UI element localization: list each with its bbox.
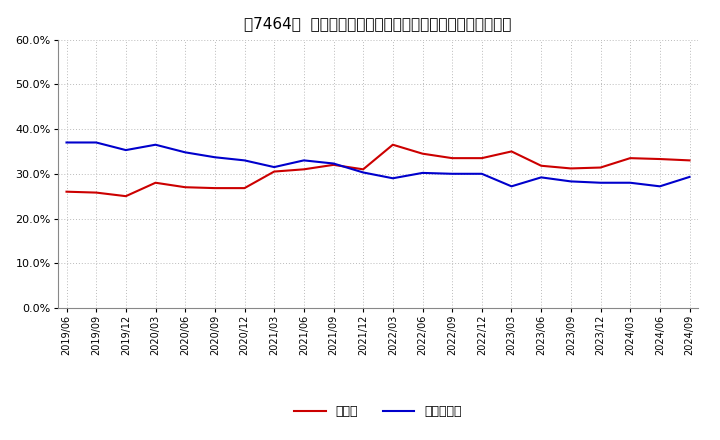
現須金 (596, 165, 605, 170)
有利子負債 (151, 142, 160, 147)
Legend: 現須金, 有利子負債: 現須金, 有利子負債 (289, 400, 467, 423)
有利子負債 (62, 140, 71, 145)
現須金 (181, 185, 189, 190)
現須金 (448, 155, 456, 161)
現須金 (151, 180, 160, 185)
Title: ［7464］  現須金、有利子負債の総資産に対する比率の推移: ［7464］ 現須金、有利子負債の総資産に対する比率の推移 (244, 16, 512, 32)
有利子負債 (685, 174, 694, 180)
有利子負債 (329, 161, 338, 166)
現須金 (270, 169, 279, 174)
現須金 (359, 167, 367, 172)
現須金 (418, 151, 427, 156)
有利子負債 (596, 180, 605, 185)
現須金 (507, 149, 516, 154)
有利子負債 (181, 150, 189, 155)
有利子負債 (567, 179, 575, 184)
有利子負債 (418, 170, 427, 176)
有利子負債 (270, 165, 279, 170)
現須金 (62, 189, 71, 194)
現須金 (329, 162, 338, 168)
有利子負債 (300, 158, 308, 163)
有利子負債 (626, 180, 634, 185)
現須金 (685, 158, 694, 163)
現須金 (210, 186, 219, 191)
Line: 現須金: 現須金 (66, 145, 690, 196)
現須金 (92, 190, 101, 195)
有利子負債 (92, 140, 101, 145)
Line: 有利子負債: 有利子負債 (66, 143, 690, 186)
現須金 (122, 194, 130, 199)
有利子負債 (389, 176, 397, 181)
現須金 (477, 155, 486, 161)
現須金 (389, 142, 397, 147)
現須金 (567, 166, 575, 171)
有利子負債 (240, 158, 249, 163)
有利子負債 (210, 154, 219, 160)
有利子負債 (507, 183, 516, 189)
有利子負債 (448, 171, 456, 176)
有利子負債 (655, 183, 664, 189)
有利子負債 (537, 175, 546, 180)
現須金 (626, 155, 634, 161)
現須金 (537, 163, 546, 169)
現須金 (300, 167, 308, 172)
現須金 (655, 156, 664, 161)
有利子負債 (359, 170, 367, 175)
現須金 (240, 186, 249, 191)
有利子負債 (122, 147, 130, 153)
有利子負債 (477, 171, 486, 176)
